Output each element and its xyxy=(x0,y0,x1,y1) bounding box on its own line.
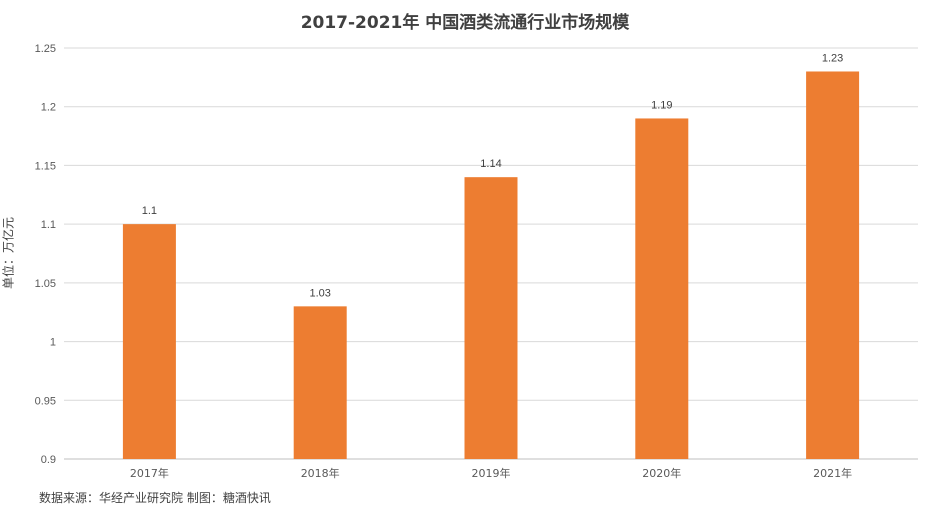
x-tick-label: 2019年 xyxy=(472,466,511,480)
x-tick-label: 2021年 xyxy=(813,466,852,480)
x-tick-label: 2018年 xyxy=(301,466,340,480)
data-label: 1.1 xyxy=(142,205,157,217)
y-tick-label: 1.1 xyxy=(41,219,56,231)
bar xyxy=(464,177,518,459)
y-tick-labels: 0.9 0.95 1 1.05 1.1 1.15 1.2 1.25 xyxy=(35,43,56,466)
y-tick-label: 0.9 xyxy=(41,454,56,466)
data-labels: 1.1 1.03 1.14 1.19 1.23 xyxy=(142,52,844,299)
bar xyxy=(635,118,689,459)
data-label: 1.23 xyxy=(822,52,843,64)
bar xyxy=(806,71,860,459)
y-tick-label: 1.05 xyxy=(35,278,56,290)
bar xyxy=(122,224,176,459)
x-tick-label: 2017年 xyxy=(130,466,169,480)
data-label: 1.03 xyxy=(309,287,330,299)
x-tick-label: 2020年 xyxy=(642,466,681,480)
data-label: 1.19 xyxy=(651,99,672,111)
y-tick-label: 1 xyxy=(50,337,56,349)
data-label: 1.14 xyxy=(480,158,501,170)
bar xyxy=(293,306,347,459)
y-tick-label: 1.2 xyxy=(41,102,56,114)
x-tick-labels: 2017年 2018年 2019年 2020年 2021年 xyxy=(130,466,852,480)
y-tick-label: 1.25 xyxy=(35,43,56,55)
y-tick-label: 0.95 xyxy=(35,395,56,407)
bars xyxy=(122,71,860,459)
chart-title: 2017-2021年 中国酒类流通行业市场规模 xyxy=(300,13,630,33)
y-tick-label: 1.15 xyxy=(35,160,56,172)
source-note: 数据来源：华经产业研究院 制图：糖酒快讯 xyxy=(39,491,271,505)
